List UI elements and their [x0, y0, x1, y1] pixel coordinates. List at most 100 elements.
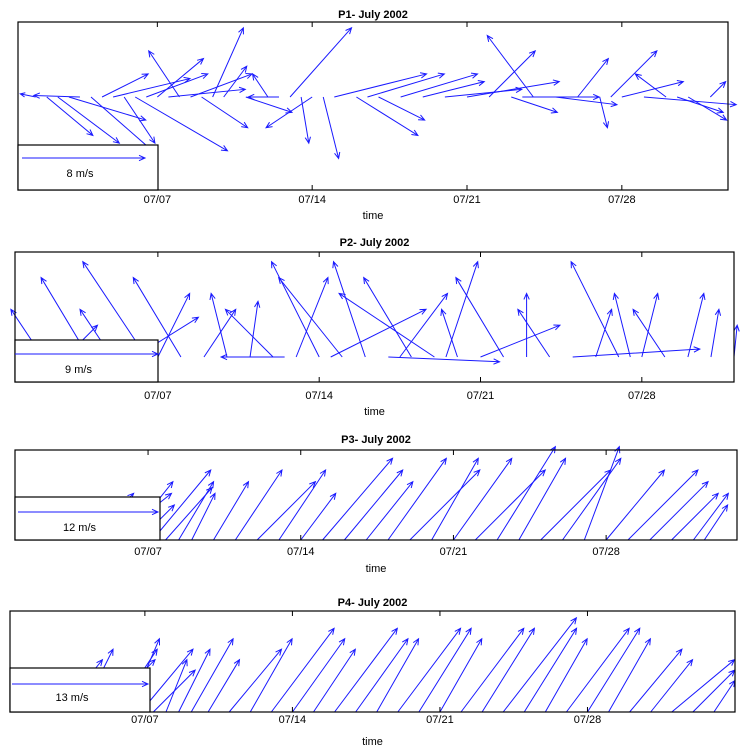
scale-arrow — [22, 154, 147, 162]
panel: 07/07 07/14 07/21 07/28 13 m/s P4- July 2002 t… — [9, 597, 736, 748]
wind-arrow — [595, 308, 613, 358]
scale-label: 9 m/s — [65, 364, 92, 376]
wind-arrow — [555, 96, 619, 108]
wind-arrow — [710, 308, 722, 358]
wind-arrow — [522, 93, 601, 101]
wind-arrow — [363, 276, 412, 358]
wind-arrow — [511, 96, 559, 114]
wind-arrow — [322, 96, 341, 160]
x-tick-label: 07/28 — [592, 546, 620, 558]
wind-arrow — [334, 627, 399, 713]
wind-arrow — [376, 637, 420, 713]
wind-arrow — [132, 276, 182, 358]
wind-arrow — [649, 480, 709, 541]
wind-arrow — [32, 92, 80, 99]
wind-arrow — [671, 492, 720, 541]
chart-title: P3- July 2002 — [341, 434, 411, 446]
wind-arrow — [178, 648, 211, 713]
wind-arrow — [332, 260, 366, 358]
wind-arrow — [190, 637, 234, 713]
wind-arrow — [207, 658, 241, 713]
wind-arrow — [523, 292, 530, 357]
wind-arrow — [256, 480, 317, 541]
wind-arrow — [219, 353, 285, 361]
scale-arrow — [12, 680, 150, 688]
wind-arrow — [687, 96, 728, 121]
wind-arrow — [502, 616, 578, 713]
wind-arrow — [445, 260, 479, 358]
wind-arrow — [733, 324, 740, 358]
wind-arrow — [632, 308, 666, 358]
wind-arrow — [460, 627, 525, 713]
wind-arrow — [292, 637, 346, 713]
wind-arrow — [289, 26, 353, 98]
wind-arrow — [676, 96, 725, 114]
wind-arrow — [480, 324, 562, 358]
x-tick-label: 07/21 — [453, 194, 481, 206]
wind-arrow — [440, 308, 458, 358]
wind-arrow — [123, 96, 156, 145]
chart-title: P2- July 2002 — [340, 237, 410, 249]
wind-arrow — [223, 65, 248, 98]
wind-arrow — [57, 96, 121, 144]
x-axis-label: time — [363, 210, 384, 222]
wind-arrow — [455, 276, 504, 358]
wind-arrow — [610, 50, 658, 98]
wind-arrow — [400, 72, 479, 98]
wind-arrow — [212, 26, 244, 98]
wind-arrow — [587, 627, 641, 713]
wind-arrow — [486, 34, 534, 98]
wind-arrow — [713, 679, 736, 713]
wind-arrow — [409, 469, 481, 541]
wind-arrow — [523, 627, 578, 713]
wind-arrow — [599, 96, 610, 129]
wind-arrow — [157, 57, 205, 98]
wind-arrow — [277, 276, 343, 358]
x-tick-label: 07/07 — [144, 194, 172, 206]
wind-arrow — [367, 72, 446, 98]
panel: 07/07 07/14 07/21 07/28 8 m/s P1- July 2002 ti… — [17, 9, 738, 222]
wind-arrow — [439, 637, 483, 713]
wind-arrow — [322, 457, 394, 541]
wind-arrow — [224, 308, 274, 358]
x-tick-label: 07/21 — [426, 714, 454, 726]
wind-arrow — [209, 292, 228, 358]
wind-arrow — [634, 73, 667, 98]
wind-arrow — [295, 276, 329, 358]
wind-arrow — [356, 96, 419, 137]
wind-arrow — [621, 79, 685, 98]
wind-arrow — [540, 469, 612, 541]
x-tick-label: 07/14 — [305, 390, 333, 402]
wind-arrow — [148, 49, 180, 98]
wind-arrow — [671, 658, 736, 713]
wind-arrow — [338, 292, 435, 358]
scale-key-box — [17, 144, 159, 191]
wind-arrow — [191, 492, 216, 541]
panel: 07/07 07/14 07/21 07/28 9 m/s P2- July 2002 ti… — [10, 237, 740, 418]
wind-arrow — [213, 480, 250, 541]
wind-arrow — [251, 72, 269, 98]
wind-arrow — [496, 445, 557, 541]
chart-title: P4- July 2002 — [338, 597, 408, 609]
wind-arrow — [234, 468, 283, 541]
wind-arrow — [612, 292, 631, 358]
x-tick-label: 07/14 — [298, 194, 326, 206]
wind-arrow — [388, 356, 501, 365]
wind-arrow — [270, 627, 335, 713]
wind-arrow — [365, 480, 414, 541]
wind-arrow — [300, 96, 311, 145]
scale-label: 13 m/s — [55, 692, 89, 704]
wind-arrow — [703, 503, 729, 541]
wind-arrow — [422, 79, 486, 98]
wind-arrow — [203, 308, 237, 358]
scale-arrow — [18, 508, 160, 516]
wind-arrow — [101, 73, 150, 98]
panel: 07/07 07/14 07/21 07/28 12 m/s P3- July 2002 t… — [14, 434, 738, 575]
wind-arrow — [201, 96, 249, 129]
wind-arrow — [300, 492, 337, 541]
wind-arrow — [355, 637, 409, 713]
wind-arrow — [517, 308, 551, 358]
x-tick-label: 07/07 — [134, 546, 162, 558]
wind-arrow — [387, 457, 448, 541]
plot-frame — [17, 21, 729, 191]
